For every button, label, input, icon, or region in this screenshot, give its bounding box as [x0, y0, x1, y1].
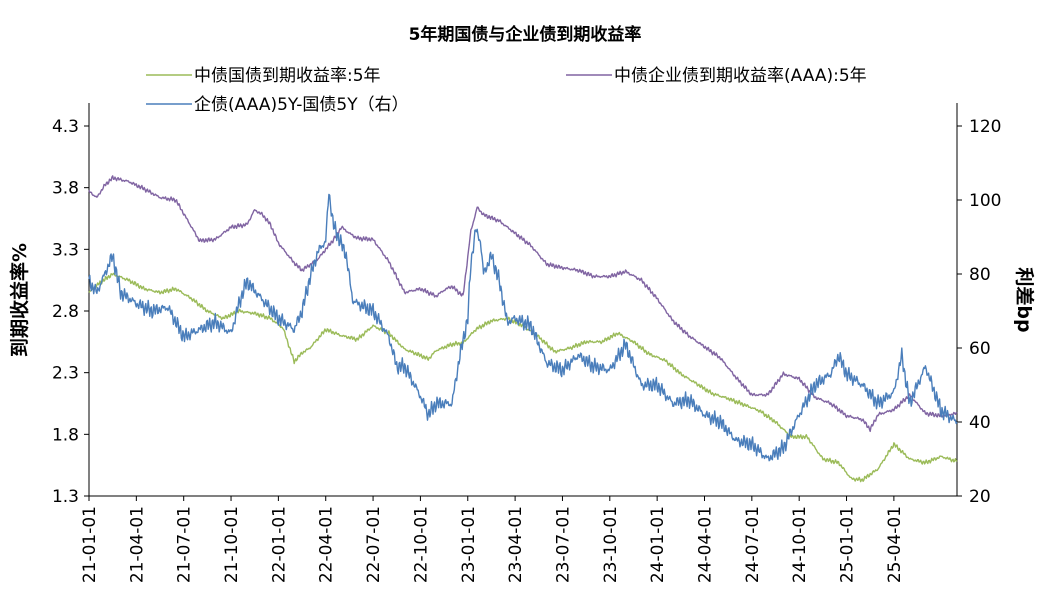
y-right-axis-title: 利差bp	[1013, 267, 1036, 332]
y-left-tick-label: 3.3	[52, 240, 79, 260]
y-left-tick-label: 2.8	[52, 302, 79, 322]
x-tick-label: 21-10-01	[222, 506, 242, 583]
y-right-tick-label: 60	[969, 339, 991, 359]
x-tick-label: 24-07-01	[743, 506, 763, 583]
x-tick-label: 21-01-01	[80, 506, 100, 583]
series-layer	[88, 175, 958, 483]
legend-label-corpbond: 中债企业债到期收益率(AAA):5年	[614, 66, 867, 86]
y-left-tick-label: 1.3	[52, 487, 79, 507]
x-tick-label: 25-04-01	[885, 506, 905, 583]
y-right-tick-label: 120	[969, 117, 1001, 137]
x-tick-label: 22-01-01	[269, 506, 289, 583]
x-tick-label: 23-01-01	[459, 506, 479, 583]
govbond-yield-line	[88, 272, 958, 483]
x-tick-label: 21-07-01	[175, 506, 195, 583]
right-axis-ticks: 20 40 60 80 100 120	[957, 117, 1001, 507]
x-tick-label: 23-07-01	[553, 506, 573, 583]
y-left-tick-label: 4.3	[52, 117, 79, 137]
x-tick-label: 24-01-01	[648, 506, 668, 583]
x-tick-label: 22-07-01	[364, 506, 384, 583]
x-tick-label: 22-04-01	[317, 506, 337, 583]
y-left-tick-label: 3.8	[52, 179, 79, 199]
chart-title: 5年期国债与企业债到期收益率	[409, 24, 642, 45]
legend-label-govbond: 中债国债到期收益率:5年	[194, 66, 381, 86]
x-tick-label: 25-01-01	[838, 506, 858, 583]
x-tick-label: 23-04-01	[506, 506, 526, 583]
y-left-tick-label: 1.8	[52, 425, 79, 445]
x-tick-label: 23-10-01	[601, 506, 621, 583]
y-right-tick-label: 100	[969, 191, 1001, 211]
left-axis-ticks: 1.3 1.8 2.3 2.8 3.3 3.8 4.3	[52, 117, 89, 507]
legend-label-spread: 企债(AAA)5Y-国债5Y（右）	[194, 95, 409, 115]
x-tick-label: 24-10-01	[790, 506, 810, 583]
corpbond-yield-line	[88, 175, 958, 433]
legend: 中债国债到期收益率:5年 中债企业债到期收益率(AAA):5年 企债(AAA)5…	[146, 66, 867, 115]
axes	[88, 103, 958, 497]
spread-line	[88, 193, 958, 462]
y-right-tick-label: 40	[969, 413, 991, 433]
y-left-axis-title: 到期收益率%	[8, 243, 31, 357]
x-tick-label: 22-10-01	[411, 506, 431, 583]
y-left-tick-label: 2.3	[52, 364, 79, 384]
x-tick-label: 21-04-01	[127, 506, 147, 583]
x-tick-label: 24-04-01	[695, 506, 715, 583]
y-right-tick-label: 80	[969, 265, 991, 285]
y-right-tick-label: 20	[969, 487, 991, 507]
x-axis-ticks: 21-01-01 21-04-01 21-07-01 21-10-01 22-01-01…	[80, 496, 905, 583]
